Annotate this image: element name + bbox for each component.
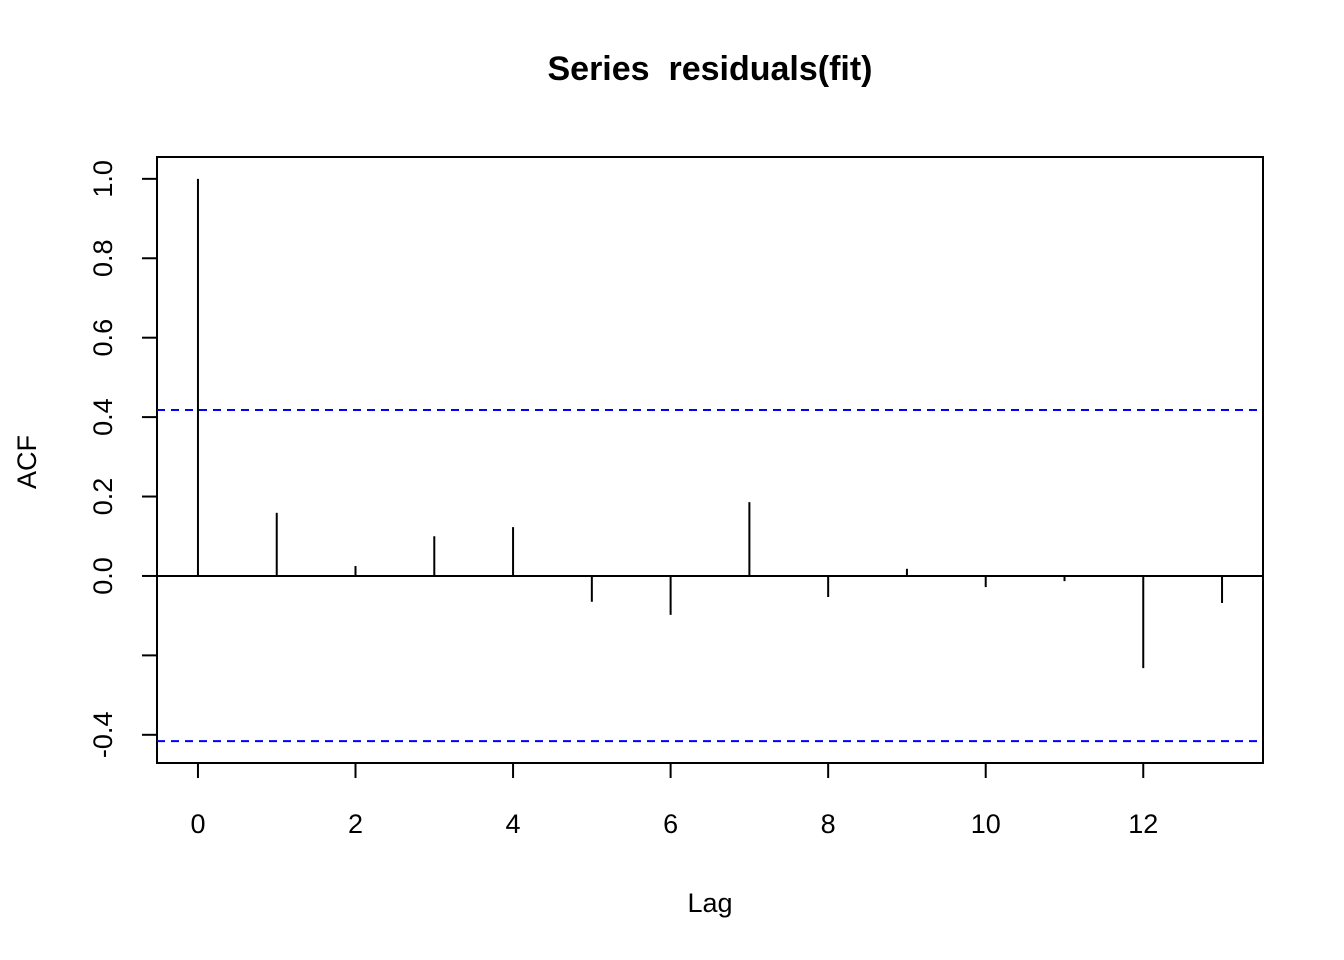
x-tick-label: 10 <box>971 809 1001 839</box>
x-tick-label: 0 <box>190 809 205 839</box>
x-tick-label: 2 <box>348 809 363 839</box>
x-tick-label: 8 <box>821 809 836 839</box>
y-tick-label: 0.4 <box>88 398 118 436</box>
y-tick-label: 0.6 <box>88 319 118 357</box>
y-tick-label: 0.0 <box>88 557 118 595</box>
y-tick-label: 0.8 <box>88 239 118 277</box>
chart-title: Series residuals(fit) <box>547 50 872 88</box>
y-tick-label: 1.0 <box>88 160 118 198</box>
x-tick-label: 12 <box>1128 809 1158 839</box>
x-tick-label: 4 <box>506 809 521 839</box>
x-tick-label: 6 <box>663 809 678 839</box>
y-tick-label: 0.2 <box>88 478 118 516</box>
x-axis-label: Lag <box>687 888 732 918</box>
y-tick-label: -0.4 <box>88 712 118 759</box>
y-axis-label: ACF <box>12 435 42 489</box>
